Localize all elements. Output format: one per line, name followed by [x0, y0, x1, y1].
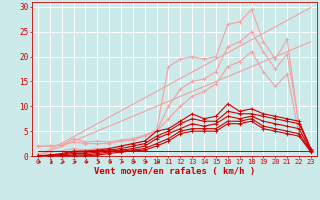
X-axis label: Vent moyen/en rafales ( km/h ): Vent moyen/en rafales ( km/h ): [94, 167, 255, 176]
